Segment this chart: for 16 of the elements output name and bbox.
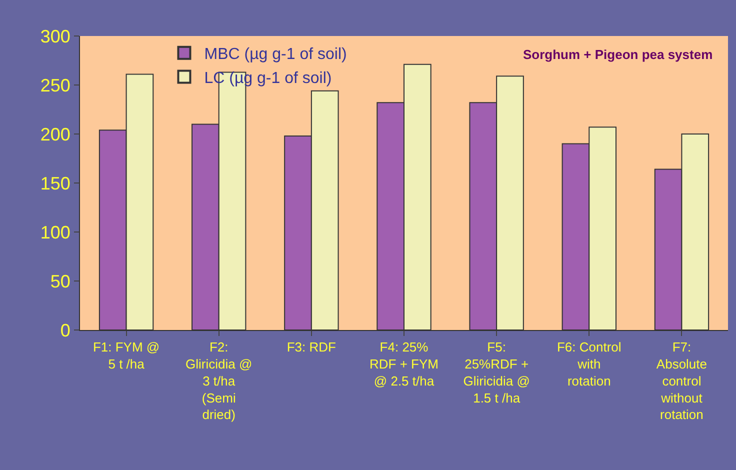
x-tick-label: F5: 25%RDF + Gliricidia @ 1.5 t /ha — [463, 340, 530, 406]
y-tick-label: 300 — [40, 26, 70, 46]
legend-label: MBC (µg g-1 of soil) — [204, 46, 347, 64]
x-tick-label: F4: 25% RDF + FYM @ 2.5 t/ha — [370, 340, 438, 388]
y-tick-label: 250 — [40, 75, 70, 96]
y-tick-label: 100 — [40, 222, 70, 242]
x-tick-label: F7: Absolute control without rotation — [656, 340, 708, 422]
y-tick-label: 50 — [50, 271, 70, 292]
annotation: Sorghum + Pigeon pea system — [523, 47, 713, 62]
y-tick-label: 150 — [40, 173, 70, 194]
x-tick-label: F3: RDF — [286, 340, 336, 355]
x-tick-label: F6: Control with rotation — [556, 340, 622, 388]
y-tick-label: 200 — [40, 124, 70, 144]
x-tick-label: F2: Gliricidia @ 3 t/ha (Semi dried) — [186, 340, 252, 422]
x-tick-label: F1: FYM @ 5 t /ha — [92, 340, 160, 372]
y-tick-label: 0 — [60, 320, 70, 340]
